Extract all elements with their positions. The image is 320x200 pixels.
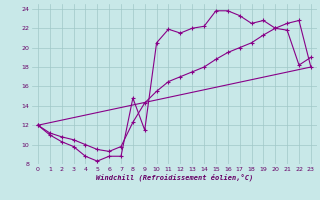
X-axis label: Windchill (Refroidissement éolien,°C): Windchill (Refroidissement éolien,°C) — [96, 173, 253, 181]
